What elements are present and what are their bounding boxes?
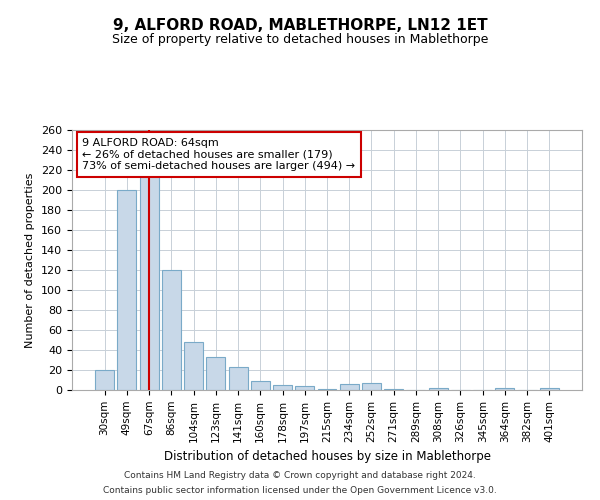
Bar <box>251 381 270 390</box>
Y-axis label: Number of detached properties: Number of detached properties <box>25 172 35 348</box>
Bar <box>118 190 136 390</box>
Bar <box>140 175 158 390</box>
Bar <box>362 383 381 390</box>
Text: Contains HM Land Registry data © Crown copyright and database right 2024.: Contains HM Land Registry data © Crown c… <box>124 471 476 480</box>
Bar <box>540 388 559 390</box>
Text: 9 ALFORD ROAD: 64sqm
← 26% of detached houses are smaller (179)
73% of semi-deta: 9 ALFORD ROAD: 64sqm ← 26% of detached h… <box>82 138 355 171</box>
Bar <box>95 370 114 390</box>
Text: Size of property relative to detached houses in Mablethorpe: Size of property relative to detached ho… <box>112 32 488 46</box>
Bar <box>295 386 314 390</box>
Bar <box>496 388 514 390</box>
Bar <box>273 385 292 390</box>
Bar <box>429 388 448 390</box>
Bar <box>317 389 337 390</box>
Bar <box>229 367 248 390</box>
Text: 9, ALFORD ROAD, MABLETHORPE, LN12 1ET: 9, ALFORD ROAD, MABLETHORPE, LN12 1ET <box>113 18 487 32</box>
Bar <box>384 389 403 390</box>
Bar <box>206 357 225 390</box>
Text: Contains public sector information licensed under the Open Government Licence v3: Contains public sector information licen… <box>103 486 497 495</box>
Bar <box>340 384 359 390</box>
X-axis label: Distribution of detached houses by size in Mablethorpe: Distribution of detached houses by size … <box>163 450 491 463</box>
Bar <box>184 342 203 390</box>
Bar <box>162 270 181 390</box>
